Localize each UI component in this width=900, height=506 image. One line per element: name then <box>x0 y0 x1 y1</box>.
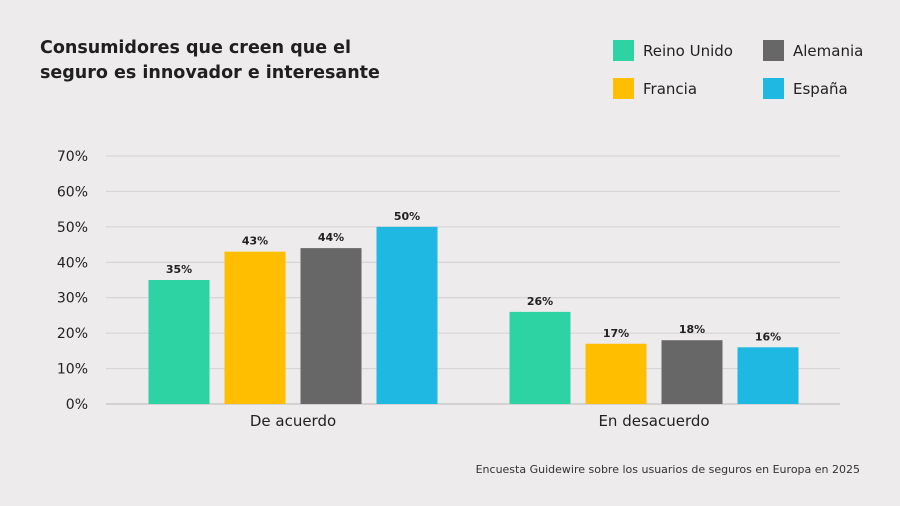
y-tick-label: 70% <box>57 149 88 165</box>
bar <box>737 347 799 404</box>
x-category-label: En desacuerdo <box>598 412 709 430</box>
legend-label-alemania: Alemania <box>793 41 864 60</box>
legend-item-espana: España <box>763 78 848 99</box>
data-label: 44% <box>318 231 344 244</box>
chart-title-line-1: Consumidores que creen que el <box>40 38 352 58</box>
legend-label-francia: Francia <box>643 79 698 98</box>
data-label: 17% <box>603 327 629 340</box>
chart-title: Consumidores que creen que el seguro es … <box>40 36 440 86</box>
data-label: 26% <box>527 295 553 308</box>
bar <box>148 280 210 404</box>
legend-item-alemania: Alemania <box>763 40 863 61</box>
bar <box>376 226 438 404</box>
source-note: Encuesta Guidewire sobre los usuarios de… <box>475 463 860 476</box>
legend-label-espana: España <box>793 79 848 98</box>
data-label: 16% <box>755 330 781 343</box>
y-tick-label: 40% <box>57 255 88 271</box>
y-tick-label: 30% <box>57 291 88 307</box>
data-label: 18% <box>679 323 705 336</box>
legend-swatch-espana <box>763 78 784 99</box>
data-label: 35% <box>166 263 192 276</box>
legend-label-reino-unido: Reino Unido <box>643 41 733 60</box>
legend-swatch-reino-unido <box>613 40 634 61</box>
y-tick-label: 10% <box>57 362 88 378</box>
y-tick-label: 20% <box>57 326 88 342</box>
y-tick-label: 50% <box>57 220 88 236</box>
legend-swatch-alemania <box>763 40 784 61</box>
data-label: 50% <box>394 210 420 223</box>
data-label: 43% <box>242 235 268 248</box>
chart-title-line-2: seguro es innovador e interesante <box>40 63 380 83</box>
x-category-label: De acuerdo <box>250 412 336 430</box>
y-tick-label: 0% <box>66 397 88 413</box>
legend-item-reino-unido: Reino Unido <box>613 40 733 61</box>
legend-item-francia: Francia <box>613 78 697 99</box>
bar <box>509 311 571 404</box>
chart-legend: Reino Unido Alemania Francia España <box>613 40 883 110</box>
bar <box>585 343 647 404</box>
bar <box>661 340 723 404</box>
bar <box>224 251 286 404</box>
legend-swatch-francia <box>613 78 634 99</box>
bar <box>300 248 362 404</box>
y-tick-label: 60% <box>57 184 88 200</box>
